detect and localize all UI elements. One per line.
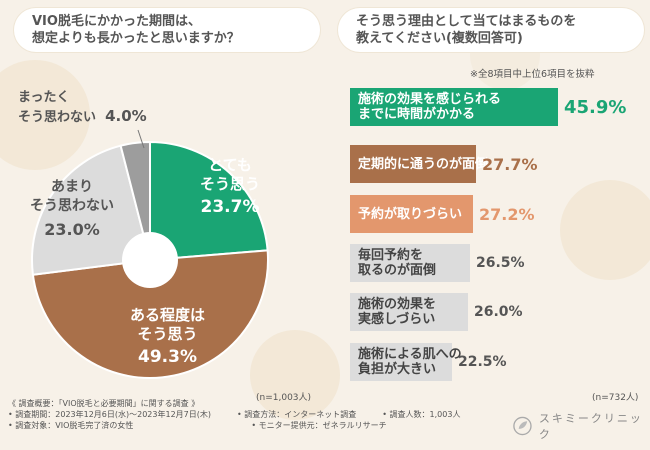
pie-value-not-at-all-agree: 4.0% [105, 107, 147, 125]
bar-question-title: そう思う理由として当てはまるものを 教えてください(複数回答可) [338, 8, 644, 52]
pie-chart [31, 140, 269, 380]
survey-count: • 調査人数：1,003人 [382, 410, 461, 419]
background-decoration [0, 60, 90, 170]
bar-fill [350, 244, 470, 282]
bar-label-line1: 施術による肌への [358, 347, 462, 362]
pie-value-very-agree: 23.7% [200, 197, 260, 217]
bar-label: 施術による肌への 負担が大きい [350, 347, 462, 377]
survey-overview: 《 調査概要：「VIO脱毛と必要期間」に関する調査 》 • 調査期間：2023年… [8, 398, 460, 431]
bar-value: 22.5% [458, 354, 507, 370]
survey-method: • 調査方法：インターネット調査 [237, 410, 357, 419]
pie-label-somewhat-agree: ある程度は そう思う 49.3% [130, 306, 206, 367]
pie-title-line2: 想定よりも長かったと思いますか？ [32, 31, 240, 46]
pie-slice-not-at-all-agree [119, 140, 151, 261]
bar-label-line1: 施術の効果を感じられる [358, 92, 502, 107]
bar-note: ※全8項目中上位6項目を抜粋 [470, 69, 595, 80]
pie-question-title: VIO脱毛にかかった期間は、 想定よりも長かったと思いますか？ [14, 8, 320, 52]
clinic-logo: スキミークリニック [512, 410, 650, 442]
pie-slice-not-really-agree [31, 144, 152, 276]
bar-row: 予約が取りづらい 27.2% [350, 195, 563, 233]
bar-label: 定期的に通うのが面倒 [350, 157, 488, 172]
pie-slice-somewhat-agree [31, 249, 269, 380]
bar-label: 施術の効果を感じられる までに時間がかかる [350, 92, 501, 122]
survey-period: • 調査期間：2023年12月6日(水)～2023年12月7日(木) [8, 410, 212, 419]
bar-title-line1: そう思う理由として当てはまるものを [356, 14, 577, 29]
pie-value-not-really-agree: 23.0% [44, 220, 100, 239]
pie-center-hole [122, 232, 178, 288]
survey-target: • 調査対象：VIO脱毛完了済の女性 [8, 421, 134, 430]
bar-label: 施術の効果を 実感しづらい [350, 297, 436, 327]
pie-value-somewhat-agree: 49.3% [138, 347, 197, 367]
bar-title-line2: 教えてください(複数回答可) [356, 31, 523, 46]
bar-row: 施術の効果を 実感しづらい 26.0% [350, 293, 558, 331]
bar-row: 定期的に通うのが面倒 27.7% [350, 145, 566, 183]
bar-fill [350, 145, 476, 183]
bar-row: 施術による肌への 負担が大きい 22.5% [350, 343, 542, 381]
bar-value: 45.9% [564, 96, 627, 118]
bar-fill [350, 195, 473, 233]
bar-label-line1: 定期的に通うのが面倒 [358, 156, 489, 172]
pie-label-very-agree: とても そう思う 23.7% [200, 156, 261, 217]
bar-fill [350, 293, 468, 331]
bar-label-line1: 予約が取りづらい [358, 206, 463, 222]
bar-label-line1: 毎回予約を [358, 248, 424, 263]
bar-value: 26.0% [474, 304, 523, 320]
bar-value: 27.2% [479, 204, 535, 224]
bar-value: 27.7% [482, 154, 538, 174]
bar-value: 26.5% [476, 255, 525, 271]
bar-sample-size: (n=732人) [592, 393, 639, 403]
bar-label: 予約が取りづらい [350, 207, 462, 222]
pie-sample-size: (n=1,003人) [256, 393, 312, 403]
background-decoration [250, 330, 340, 420]
bar-label: 毎回予約を 取るのが面倒 [350, 248, 436, 278]
survey-provider: • モニター提供元：ゼネラルリサーチ [251, 421, 387, 430]
bar-fill [350, 343, 452, 381]
pie-title-line1: VIO脱毛にかかった期間は、 [32, 14, 201, 29]
bar-label-line1: 施術の効果を [358, 297, 437, 312]
bar-label-line2: 取るのが面倒 [358, 263, 437, 278]
bar-row: 施術の効果を感じられる までに時間がかかる 45.9% [350, 88, 648, 126]
survey-title: 《 調査概要：「VIO脱毛と必要期間」に関する調査 》 [8, 399, 200, 408]
bar-label-line2: 負担が大きい [358, 362, 437, 377]
clinic-name: スキミークリニック [538, 412, 643, 441]
pie-label-not-really-agree: あまり そう思わない 23.0% [30, 179, 114, 239]
background-decoration [560, 180, 650, 280]
bar-label-line2: までに時間がかかる [358, 107, 476, 122]
bar-fill [350, 88, 558, 126]
leaf-circle-icon [513, 416, 532, 436]
pie-slice-very-agree [149, 140, 269, 262]
pie-label-not-at-all-agree: まったく そう思わない 4.0% [18, 90, 147, 125]
bar-row: 毎回予約を 取るのが面倒 26.5% [350, 244, 560, 282]
bar-label-line2: 実感しづらい [358, 312, 436, 327]
